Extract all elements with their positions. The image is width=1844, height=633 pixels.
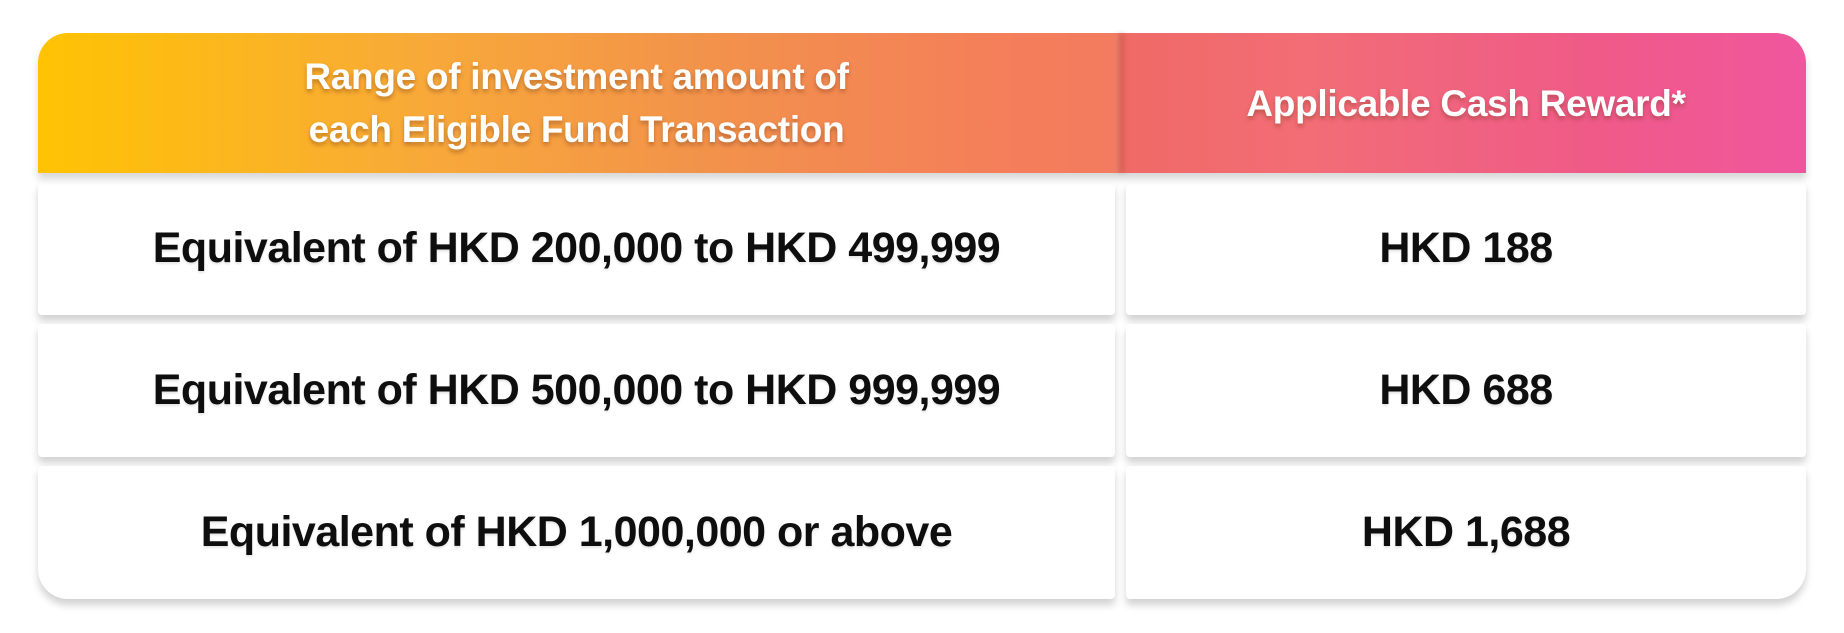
table-row-1-range-cell: Equivalent of HKD 200,000 to HKD 499,999	[38, 182, 1115, 315]
table-header-bar: Range of investment amount of each Eligi…	[38, 33, 1806, 173]
table-row-3-reward-cell: HKD 1,688	[1126, 466, 1806, 599]
reward-tier-grid: Range of investment amount of each Eligi…	[38, 33, 1806, 599]
header-range-line1: Range of investment amount of	[304, 56, 849, 97]
table-row-1-reward-cell: HKD 188	[1126, 182, 1806, 315]
table-row-2-reward-cell: HKD 688	[1126, 324, 1806, 457]
table-row-3-range-cell: Equivalent of HKD 1,000,000 or above	[38, 466, 1115, 599]
header-column-divider	[1115, 33, 1126, 173]
header-cell-cash-reward: Applicable Cash Reward*	[1126, 33, 1806, 173]
header-range-line2: each Eligible Fund Transaction	[308, 109, 845, 150]
header-cell-investment-range: Range of investment amount of each Eligi…	[38, 33, 1115, 173]
header-reward-label: Applicable Cash Reward*	[1246, 82, 1686, 124]
table-row-2-range-cell: Equivalent of HKD 500,000 to HKD 999,999	[38, 324, 1115, 457]
